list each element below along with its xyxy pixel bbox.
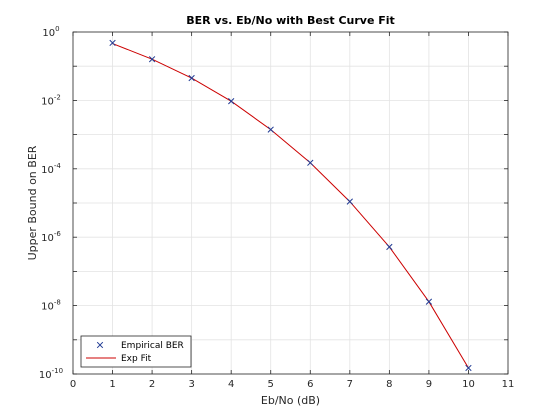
x-tick-label: 0: [70, 379, 76, 390]
data-point: [346, 198, 353, 205]
data-point-stroke: [228, 98, 235, 105]
data-point: [148, 56, 156, 63]
data-point: [188, 74, 195, 82]
data-point-stroke: [386, 243, 393, 251]
y-tick-label: 10-4: [41, 162, 61, 176]
x-tick-label: 7: [347, 379, 353, 390]
x-axis-label: Eb/No (dB): [261, 394, 320, 407]
y-tick-exponent: -8: [54, 299, 61, 307]
series: [109, 39, 472, 372]
x-tick-label: 8: [386, 379, 392, 390]
data-point-stroke: [307, 159, 314, 166]
data-point-stroke: [346, 198, 353, 205]
legend-box: [80, 335, 192, 368]
x-tick-label: 2: [149, 379, 155, 390]
data-point: [228, 98, 235, 105]
y-tick-exponent: -10: [52, 367, 63, 375]
y-tick-base: 10: [39, 370, 52, 381]
legend-label-fit: Exp Fit: [121, 354, 152, 364]
x-tick-label: 10: [462, 379, 475, 390]
chart-title: BER vs. Eb/No with Best Curve Fit: [186, 14, 395, 27]
data-point-stroke: [425, 298, 433, 305]
y-tick-exponent: -4: [54, 162, 62, 170]
x-tick-label: 3: [188, 379, 194, 390]
x-tick-label: 9: [426, 379, 432, 390]
y-tick-label: 10-10: [39, 367, 63, 381]
legend: Empirical BER Exp Fit: [80, 335, 192, 368]
y-tick-base: 10: [41, 302, 54, 313]
data-point: [386, 243, 393, 251]
x-tick-label: 6: [307, 379, 313, 390]
y-tick-base: 10: [41, 96, 54, 107]
y-tick-exponent: -2: [54, 93, 61, 101]
y-tick-base: 10: [41, 165, 54, 176]
legend-marker-empirical: [96, 341, 104, 349]
data-point: [109, 39, 116, 47]
y-tick-label: 10-8: [41, 299, 61, 313]
grid: [72, 31, 509, 375]
fit-line: [112, 43, 469, 369]
y-tick-base: 10: [41, 233, 54, 244]
data-point-stroke: [109, 39, 116, 47]
data-point: [465, 364, 472, 372]
x-tick-label: 5: [268, 379, 274, 390]
data-point-stroke: [188, 74, 195, 82]
data-point-stroke: [267, 126, 274, 133]
y-tick-label: 10-6: [41, 230, 61, 244]
data-point: [267, 126, 274, 133]
x-tick-label: 1: [109, 379, 115, 390]
y-tick-base: 10: [42, 28, 55, 39]
data-point-stroke: [148, 56, 156, 63]
y-axis-label: Upper Bound on BER: [26, 145, 39, 260]
legend-marker-stroke: [96, 341, 104, 349]
data-point: [425, 298, 433, 305]
x-tick-label: 11: [502, 379, 515, 390]
x-tick-label: 4: [228, 379, 234, 390]
legend-label-empirical: Empirical BER: [121, 341, 184, 351]
data-point-stroke: [465, 364, 472, 372]
y-tick-exponent: -6: [54, 230, 62, 238]
data-point: [307, 159, 314, 166]
y-tick-exponent: 0: [55, 25, 59, 33]
y-tick-label: 100: [42, 25, 59, 39]
y-tick-label: 10-2: [41, 93, 61, 107]
